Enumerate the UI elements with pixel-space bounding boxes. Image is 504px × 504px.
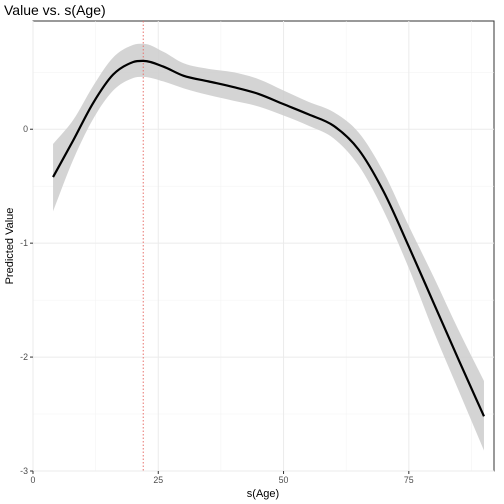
chart-title: Value vs. s(Age)	[4, 2, 106, 18]
x-tick-label: 50	[279, 475, 289, 485]
y-tick-label: -2	[20, 352, 28, 362]
series-line-layer	[52, 59, 485, 417]
y-axis-ticks: -3 -2 -1 0	[20, 124, 33, 476]
grid	[32, 21, 494, 472]
confidence-band-area	[53, 43, 484, 451]
series-line	[52, 59, 485, 417]
x-axis-title: s(Age)	[247, 488, 279, 500]
y-axis-title: Predicted Value	[4, 208, 16, 285]
x-axis-ticks: 0 25 50 75	[31, 471, 414, 485]
y-tick-label: -1	[20, 238, 28, 248]
y-tick-label: -3	[20, 466, 28, 476]
y-tick-label: 0	[23, 124, 28, 134]
x-tick-label: 25	[153, 475, 163, 485]
x-tick-label: 0	[31, 475, 36, 485]
confidence-band	[53, 43, 484, 451]
x-tick-label: 75	[404, 475, 414, 485]
